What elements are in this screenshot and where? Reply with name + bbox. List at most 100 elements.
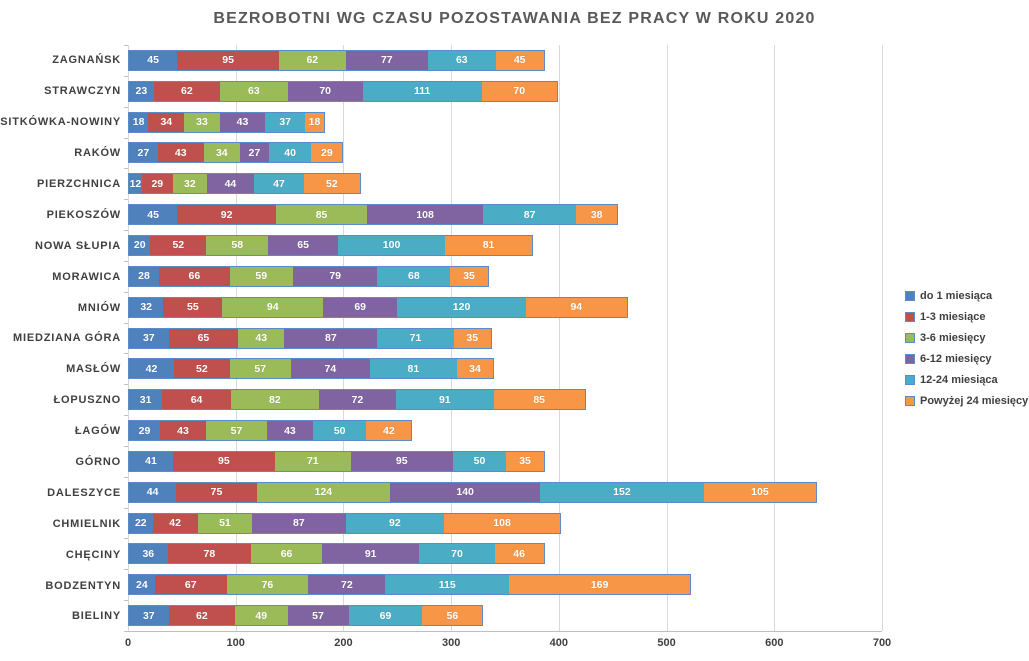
data-label: 34 [160,116,173,129]
data-label: 38 [590,208,603,221]
bar-row: 44 75 124 140 152 105 [128,477,882,508]
data-label: 28 [138,270,150,283]
data-label: 108 [416,208,434,221]
stacked-bar: 23 62 63 70 111 70 [128,80,558,102]
y-axis-tick [124,45,128,46]
data-label: 78 [203,547,216,560]
data-label: 95 [218,455,230,468]
bar-segment: 18 [129,112,149,132]
bar-segment: 108 [444,513,560,533]
category-label: NOWA SŁUPIA [34,239,121,252]
y-axis-tick [124,384,128,386]
bar-segment: 79 [292,266,378,286]
bar-segment: 120 [397,297,526,317]
data-label: 87 [293,517,305,530]
bar-row: 12 29 32 44 47 52 [128,168,882,199]
data-label: 100 [382,239,401,252]
data-label: 94 [266,301,279,314]
legend-item: Powyżej 24 miesięcy [905,390,1028,411]
x-tick-label: 500 [657,637,676,649]
data-label: 62 [181,85,193,98]
category-label: MNIÓW [77,301,121,314]
bar-segment: 68 [377,266,451,286]
y-axis-tick [124,415,128,417]
stacked-bar: 45 92 85 108 87 38 [128,204,619,226]
bar-segment: 45 [495,50,544,70]
bar-segment: 91 [396,390,494,410]
bar-segment: 82 [230,390,319,410]
chart-title: BEZROBOTNI WG CZASU POZOSTAWANIA BEZ PRA… [213,10,816,27]
bar-segment: 34 [148,112,185,132]
stacked-bar: 37 65 43 87 71 35 [128,327,493,349]
y-axis-tick [124,106,128,108]
data-label: 70 [319,85,332,98]
data-label: 56 [446,609,459,622]
bar-row: 23 62 63 70 111 70 [128,76,882,107]
legend: do 1 miesiąca 1-3 miesiące 3-6 miesięcy 6-1… [905,285,1028,411]
bar-segment: 78 [167,544,252,564]
data-label: 50 [473,455,486,468]
bar-row: 22 42 51 87 92 108 [128,508,882,539]
category-label: BODZENTYN [45,579,121,592]
legend-swatch-icon [905,395,915,406]
bar-segment: 51 [197,513,253,533]
data-label: 18 [132,116,145,129]
y-axis-tick [124,353,128,355]
bar-segment: 71 [274,451,351,471]
stacked-bar: 12 29 32 44 47 52 [128,173,361,195]
data-label: 58 [231,239,244,252]
bar-segment: 35 [453,328,492,348]
bar-segment: 69 [348,606,423,626]
bar-segment: 62 [153,81,221,101]
bar-segment: 43 [157,143,204,163]
category-label: STRAWCZYN [44,85,121,98]
bar-segment: 94 [525,297,627,317]
bar-row: 36 78 66 91 70 46 [128,539,882,570]
plot-area: 45 95 62 77 63 45 23 62 63 70 111 70 18 34 33 43 37 18 27 4… [124,45,883,632]
bar-segment: 124 [256,482,390,502]
data-label: 81 [407,362,420,375]
bar-segment: 33 [184,112,220,132]
bar-segment: 31 [129,390,163,410]
bar-segment: 45 [129,50,178,70]
data-label: 23 [135,85,148,98]
bar-segment: 72 [308,575,386,595]
bar-segment: 22 [129,513,153,533]
bar-segment: 58 [206,235,269,255]
data-label: 68 [408,270,420,283]
x-tick-label: 400 [549,637,569,649]
bar-segment: 40 [268,143,312,163]
data-label: 72 [341,578,353,591]
bar-segment: 52 [150,235,207,255]
data-label: 44 [146,486,159,499]
bar-segment: 41 [129,451,173,471]
x-tick-label: 300 [441,637,461,649]
data-label: 66 [188,270,201,283]
data-label: 87 [325,332,337,345]
bar-segment: 72 [318,390,396,410]
x-tick-label: 700 [872,637,892,649]
data-label: 52 [326,177,338,190]
data-label: 52 [195,362,208,375]
bar-segment: 18 [304,112,325,132]
bar-segment: 12 [129,174,142,194]
category-label: BIELINY [72,610,121,623]
bar-row: 42 52 57 74 81 34 [128,353,882,384]
category-label: PIEKOSZÓW [46,208,121,221]
bar-segment: 42 [152,513,198,533]
stacked-bar: 41 95 71 95 50 35 [128,450,545,472]
data-label: 55 [186,301,199,314]
legend-swatch-icon [905,374,915,385]
data-label: 66 [280,547,293,560]
category-label: DALESZYCE [47,486,121,499]
data-label: 22 [134,517,147,530]
data-label: 12 [129,177,142,190]
bar-segment: 43 [160,421,206,441]
bar-row: 18 34 33 43 37 18 [128,107,882,138]
bar-segment: 94 [222,297,324,317]
bar-row: 37 62 49 57 69 56 [128,600,882,631]
data-label: 70 [451,547,463,560]
data-label: 91 [364,547,377,560]
category-label: CHĘCINY [65,548,121,561]
y-axis-tick [124,230,128,232]
